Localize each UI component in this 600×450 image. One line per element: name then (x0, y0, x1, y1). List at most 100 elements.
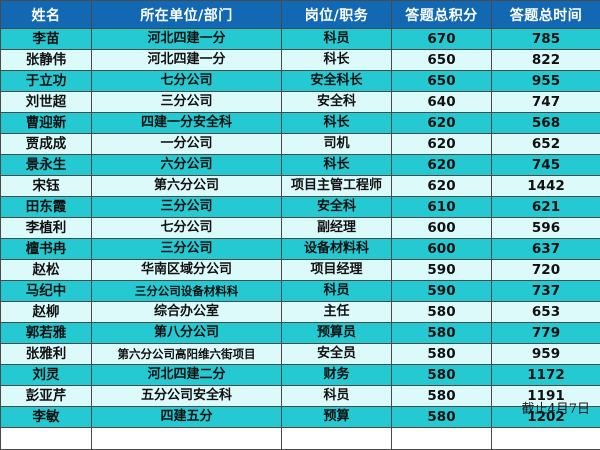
cell-name[interactable]: 张静伟 (1, 50, 92, 71)
cell-time[interactable]: 737 (492, 281, 600, 302)
cell-name[interactable]: 郭若雅 (1, 323, 92, 344)
cell-unit[interactable]: 综合办公室 (92, 302, 282, 323)
cell-time[interactable]: 637 (492, 239, 600, 260)
cell-post[interactable]: 科员 (282, 281, 392, 302)
cell-name[interactable]: 马纪中 (1, 281, 92, 302)
cell-name[interactable]: 于立功 (1, 71, 92, 92)
cell-time[interactable]: 720 (492, 260, 600, 281)
cell-name[interactable]: 刘灵 (1, 365, 92, 386)
cell-name[interactable]: 宋钰 (1, 176, 92, 197)
empty-cell[interactable] (392, 428, 492, 450)
cell-name[interactable]: 曹迎新 (1, 113, 92, 134)
column-header-unit[interactable]: 所在单位/部门 (92, 1, 282, 29)
cell-time[interactable]: 779 (492, 323, 600, 344)
column-header-post[interactable]: 岗位/职务 (282, 1, 392, 29)
cell-name[interactable]: 贾成成 (1, 134, 92, 155)
cell-score[interactable]: 620 (392, 176, 492, 197)
cell-post[interactable]: 安全科 (282, 197, 392, 218)
cell-name[interactable]: 赵柳 (1, 302, 92, 323)
cell-post[interactable]: 项目主管工程师 (282, 176, 392, 197)
empty-row[interactable] (1, 428, 600, 450)
cell-post[interactable]: 预算员 (282, 323, 392, 344)
cell-unit[interactable]: 三分公司设备材料科 (92, 281, 282, 302)
cell-time[interactable]: 785 (492, 29, 600, 50)
cell-time[interactable]: 653 (492, 302, 600, 323)
cell-post[interactable]: 科员 (282, 29, 392, 50)
cell-post[interactable]: 安全员 (282, 344, 392, 365)
cell-time[interactable]: 822 (492, 50, 600, 71)
cell-unit[interactable]: 四建一分安全科 (92, 113, 282, 134)
cell-score[interactable]: 580 (392, 344, 492, 365)
column-header-score[interactable]: 答题总积分 (392, 1, 492, 29)
cell-post[interactable]: 设备材料科 (282, 239, 392, 260)
cell-name[interactable]: 张雅利 (1, 344, 92, 365)
cell-post[interactable]: 安全科 (282, 92, 392, 113)
cell-time[interactable]: 1172 (492, 365, 600, 386)
cell-score[interactable]: 650 (392, 50, 492, 71)
cell-score[interactable]: 580 (392, 302, 492, 323)
cell-name[interactable]: 李苗 (1, 29, 92, 50)
cell-unit[interactable]: 第六分公司 (92, 176, 282, 197)
cell-unit[interactable]: 一分公司 (92, 134, 282, 155)
cell-unit[interactable]: 三分公司 (92, 239, 282, 260)
cell-score[interactable]: 650 (392, 71, 492, 92)
cell-post[interactable]: 科长 (282, 155, 392, 176)
cell-time[interactable]: 745 (492, 155, 600, 176)
cell-time[interactable]: 955 (492, 71, 600, 92)
cell-unit[interactable]: 河北四建二分 (92, 365, 282, 386)
cell-score[interactable]: 600 (392, 239, 492, 260)
cell-name[interactable]: 李植利 (1, 218, 92, 239)
cell-score[interactable]: 580 (392, 365, 492, 386)
cell-unit[interactable]: 七分公司 (92, 71, 282, 92)
cell-score[interactable]: 600 (392, 218, 492, 239)
cell-unit[interactable]: 六分公司 (92, 155, 282, 176)
cell-score[interactable]: 620 (392, 155, 492, 176)
empty-cell[interactable] (1, 428, 92, 450)
cell-time[interactable]: 621 (492, 197, 600, 218)
cell-score[interactable]: 590 (392, 281, 492, 302)
cell-score[interactable]: 670 (392, 29, 492, 50)
cell-score[interactable]: 620 (392, 113, 492, 134)
cell-time[interactable]: 1442 (492, 176, 600, 197)
cell-unit[interactable]: 三分公司 (92, 197, 282, 218)
column-header-time[interactable]: 答题总时间 (492, 1, 600, 29)
cell-name[interactable]: 檀书冉 (1, 239, 92, 260)
cell-post[interactable]: 项目经理 (282, 260, 392, 281)
cell-post[interactable]: 主任 (282, 302, 392, 323)
cell-unit[interactable]: 华南区域分公司 (92, 260, 282, 281)
cell-unit[interactable]: 河北四建一分 (92, 29, 282, 50)
cell-name[interactable]: 赵松 (1, 260, 92, 281)
cell-score[interactable]: 620 (392, 134, 492, 155)
cell-unit[interactable]: 第八分公司 (92, 323, 282, 344)
column-header-name[interactable]: 姓名 (1, 1, 92, 29)
cell-time[interactable]: 596 (492, 218, 600, 239)
cell-unit[interactable]: 第六分公司高阳维六街项目 (92, 344, 282, 365)
cell-post[interactable]: 财务 (282, 365, 392, 386)
cell-post[interactable]: 司机 (282, 134, 392, 155)
cell-post[interactable]: 安全科长 (282, 71, 392, 92)
cell-name[interactable]: 田东霞 (1, 197, 92, 218)
cell-unit[interactable]: 河北四建一分 (92, 50, 282, 71)
empty-cell[interactable] (492, 428, 600, 450)
cell-score[interactable]: 640 (392, 92, 492, 113)
cell-unit[interactable]: 七分公司 (92, 218, 282, 239)
cell-post[interactable]: 副经理 (282, 218, 392, 239)
cell-post[interactable]: 科长 (282, 113, 392, 134)
cell-score[interactable]: 590 (392, 260, 492, 281)
cell-post[interactable]: 科长 (282, 50, 392, 71)
